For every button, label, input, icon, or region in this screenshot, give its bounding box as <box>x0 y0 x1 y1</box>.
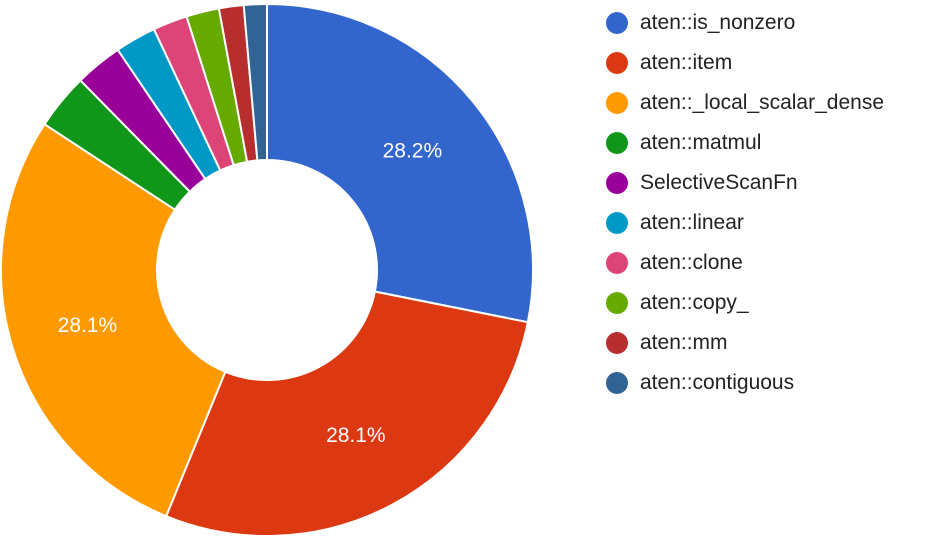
donut-plot: 28.2% 28.1% 28.1% <box>0 3 534 537</box>
legend-item-aten-mm[interactable]: aten::mm <box>606 323 936 363</box>
legend-swatch-icon <box>606 132 628 154</box>
slice-label-aten-local-scalar-dense: 28.1% <box>58 314 118 337</box>
legend-swatch-icon <box>606 92 628 114</box>
slice-label-aten-item: 28.1% <box>326 424 386 447</box>
legend-swatch-icon <box>606 172 628 194</box>
slice-labels: 28.2% 28.1% 28.1% <box>58 139 442 447</box>
slice-aten-local-scalar-dense[interactable] <box>0 123 227 518</box>
legend-label: aten::linear <box>640 211 744 234</box>
legend-item-aten-is-nonzero[interactable]: aten::is_nonzero <box>606 3 936 43</box>
legend-label: aten::mm <box>640 331 728 354</box>
legend-swatch-icon <box>606 12 628 34</box>
legend-item-selectivescanfn[interactable]: SelectiveScanFn <box>606 163 936 203</box>
legend-swatch-icon <box>606 332 628 354</box>
legend-item-aten-item[interactable]: aten::item <box>606 43 936 83</box>
legend-label: aten::is_nonzero <box>640 11 796 34</box>
legend-label: SelectiveScanFn <box>640 171 798 194</box>
slice-aten-is-nonzero[interactable] <box>266 3 534 324</box>
legend-item-aten-matmul[interactable]: aten::matmul <box>606 123 936 163</box>
legend-swatch-icon <box>606 372 628 394</box>
slice-label-aten-is-nonzero: 28.2% <box>383 139 443 162</box>
legend-swatch-icon <box>606 52 628 74</box>
legend-item-aten-linear[interactable]: aten::linear <box>606 203 936 243</box>
slices <box>0 3 534 537</box>
legend-item-aten-contiguous[interactable]: aten::contiguous <box>606 363 936 403</box>
legend-label: aten::contiguous <box>640 371 795 394</box>
legend-swatch-icon <box>606 212 628 234</box>
slice-aten-contiguous[interactable] <box>242 3 268 162</box>
legend-item-aten-copy[interactable]: aten::copy_ <box>606 283 936 323</box>
legend-label: aten::_local_scalar_dense <box>640 91 885 114</box>
legend-item-aten-clone[interactable]: aten::clone <box>606 243 936 283</box>
legend-label: aten::item <box>640 51 733 74</box>
legend-label: aten::matmul <box>640 131 762 154</box>
slice-aten-item[interactable] <box>165 290 529 537</box>
legend-label: aten::copy_ <box>640 291 749 314</box>
legend-swatch-icon <box>606 252 628 274</box>
legend-label: aten::clone <box>640 251 743 274</box>
legend-item-aten-local-scalar-dense[interactable]: aten::_local_scalar_dense <box>606 83 936 123</box>
legend-swatch-icon <box>606 292 628 314</box>
